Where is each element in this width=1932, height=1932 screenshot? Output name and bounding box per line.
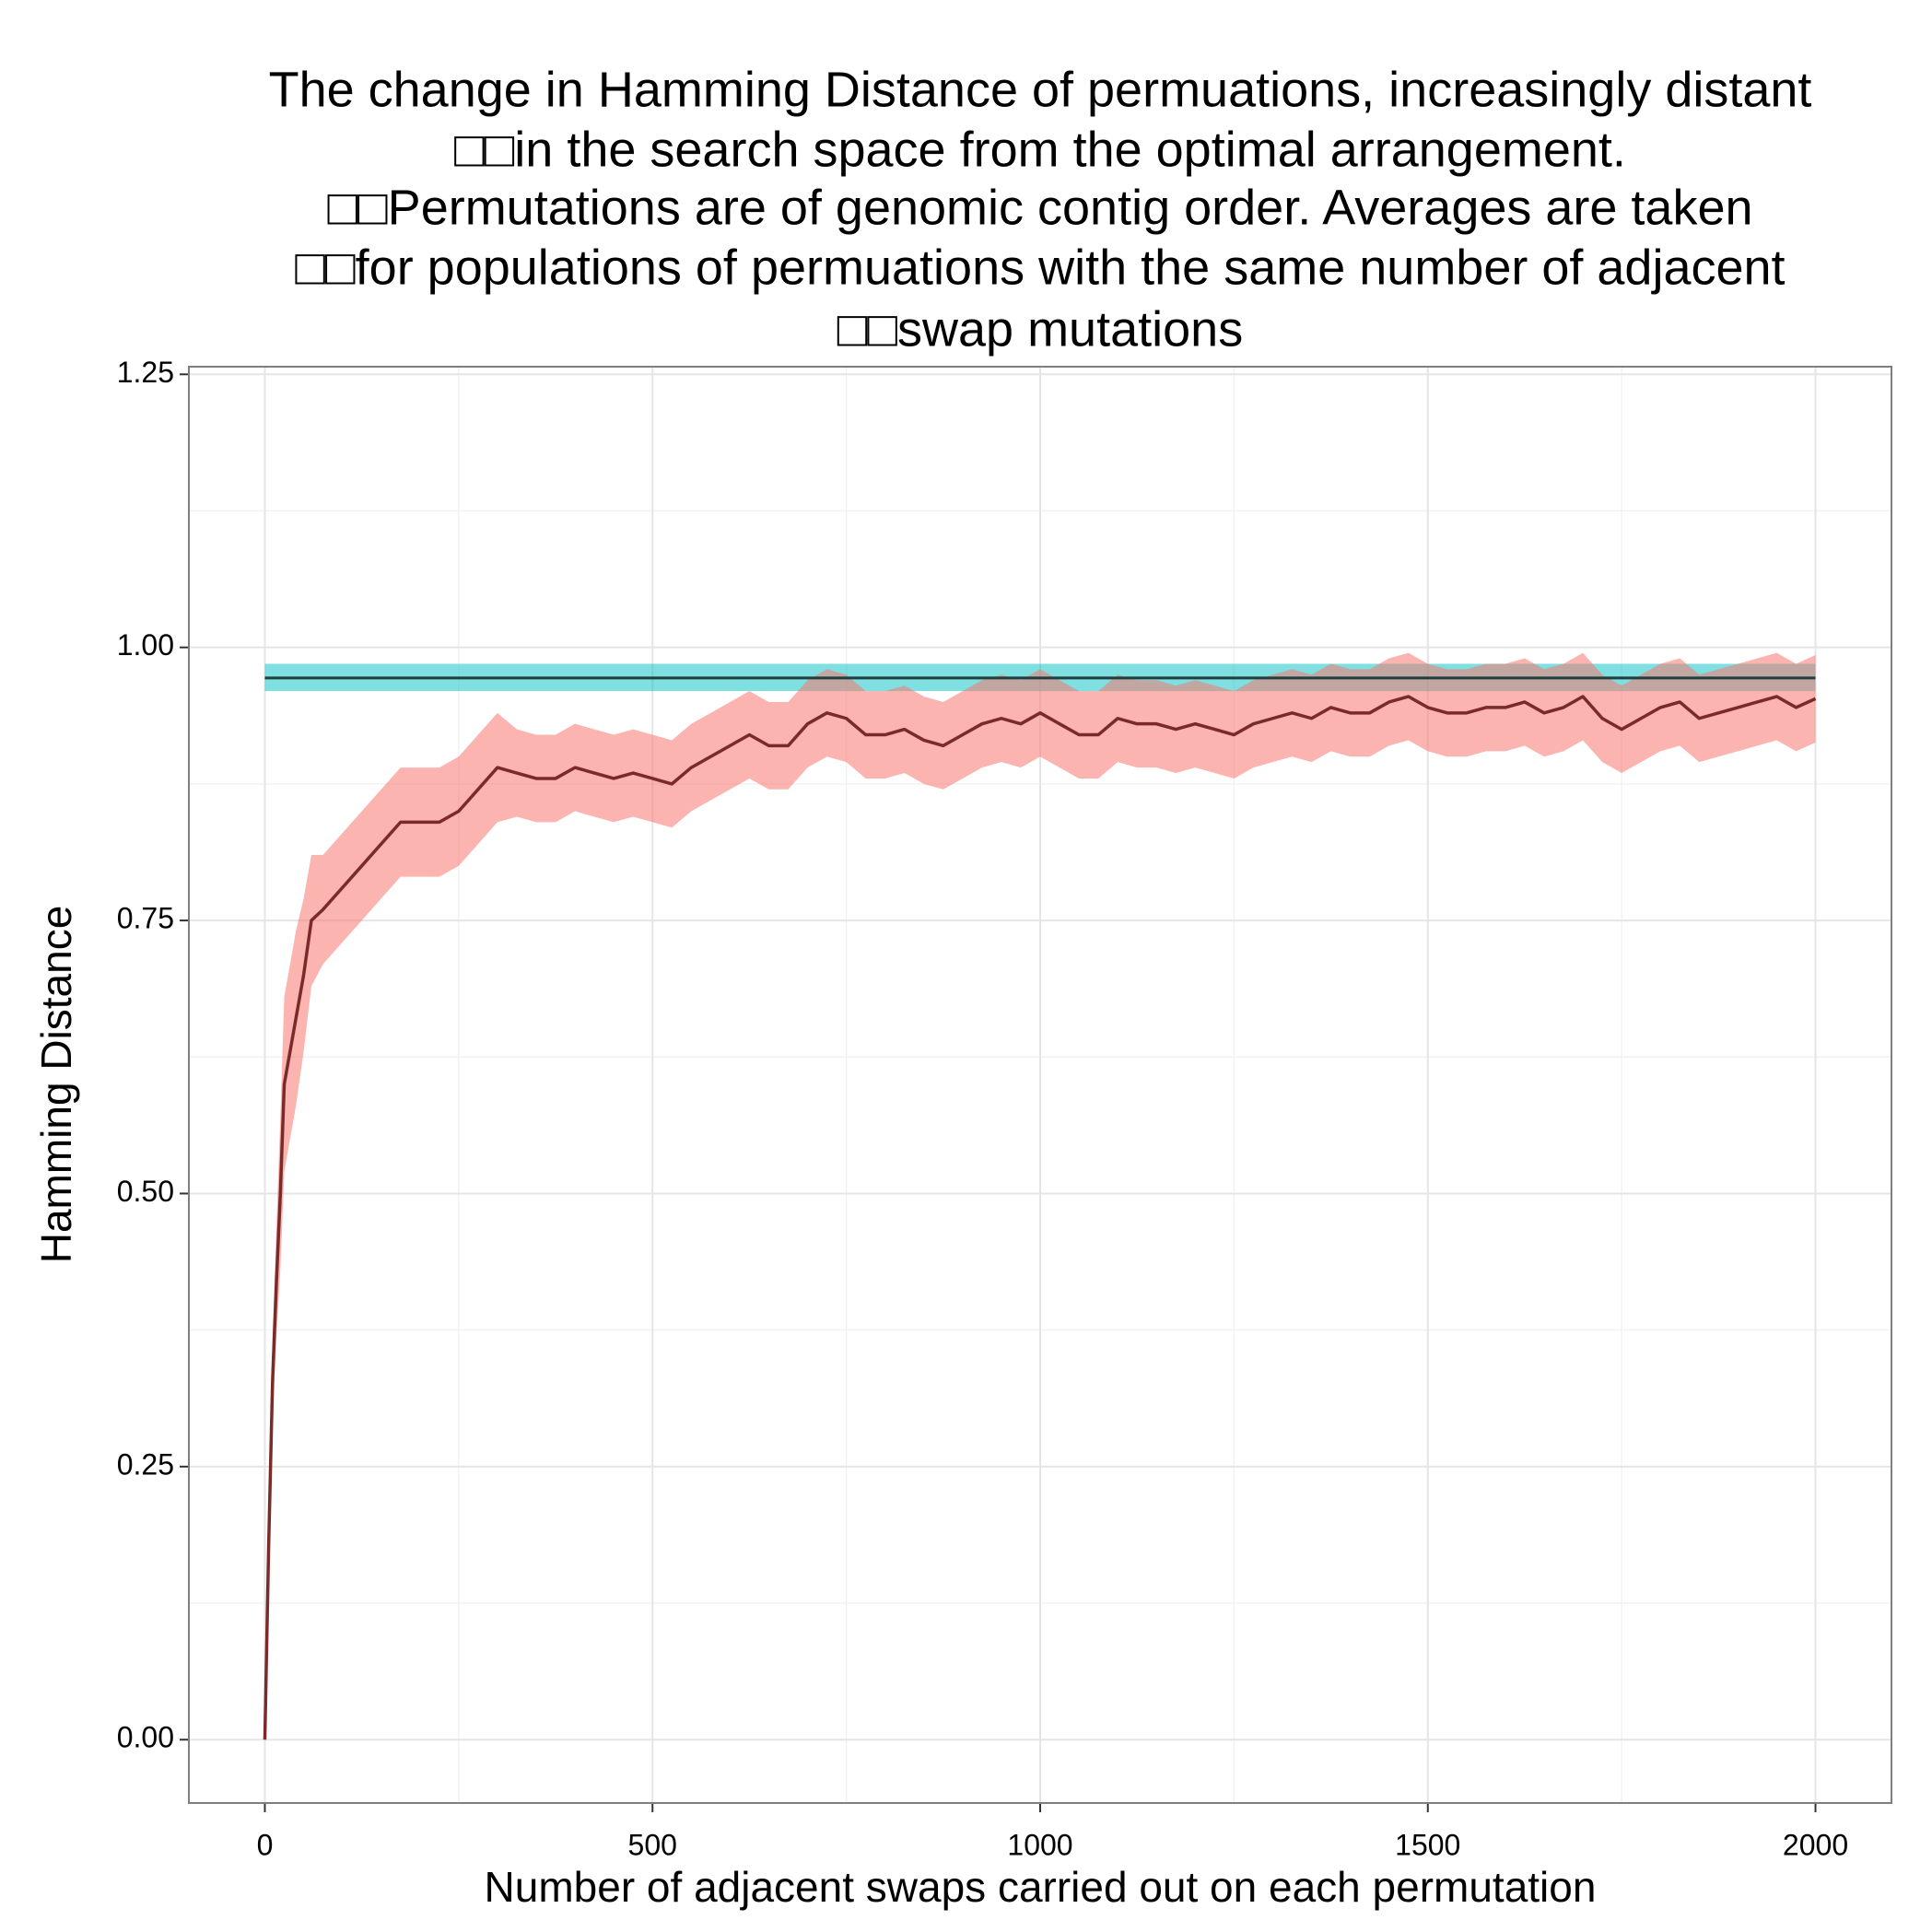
mean-line — [263, 695, 1817, 1740]
title-line: □□swap mutations — [837, 301, 1243, 357]
x-tick-label: 2000 — [1783, 1828, 1848, 1861]
title-line: □□in the search space from the optimal a… — [454, 122, 1626, 177]
y-tick-label: 1.25 — [117, 356, 174, 389]
y-tick-label: 0.50 — [117, 1175, 174, 1208]
y-tick-label: 0.25 — [117, 1447, 174, 1481]
title-line: □□Permutations are of genomic contig ord… — [327, 180, 1752, 235]
y-tick-label: 0.75 — [117, 902, 174, 935]
x-tick-label: 0 — [257, 1828, 274, 1861]
title-line: The change in Hamming Distance of permua… — [269, 62, 1812, 117]
x-axis-title: Number of adjacent swaps carried out on … — [485, 1863, 1597, 1911]
x-tick-label: 1500 — [1395, 1828, 1460, 1861]
y-tick-label: 0.00 — [117, 1721, 174, 1754]
x-tick-label: 500 — [628, 1828, 677, 1861]
panel-border — [188, 366, 1892, 1804]
x-tick-label: 1000 — [1007, 1828, 1072, 1861]
y-axis-title: Hamming Distance — [32, 906, 80, 1264]
y-tick-label: 1.00 — [117, 628, 174, 662]
title-line: □□for populations of permuations with th… — [295, 240, 1785, 295]
title: The change in Hamming Distance of permua… — [269, 62, 1812, 357]
